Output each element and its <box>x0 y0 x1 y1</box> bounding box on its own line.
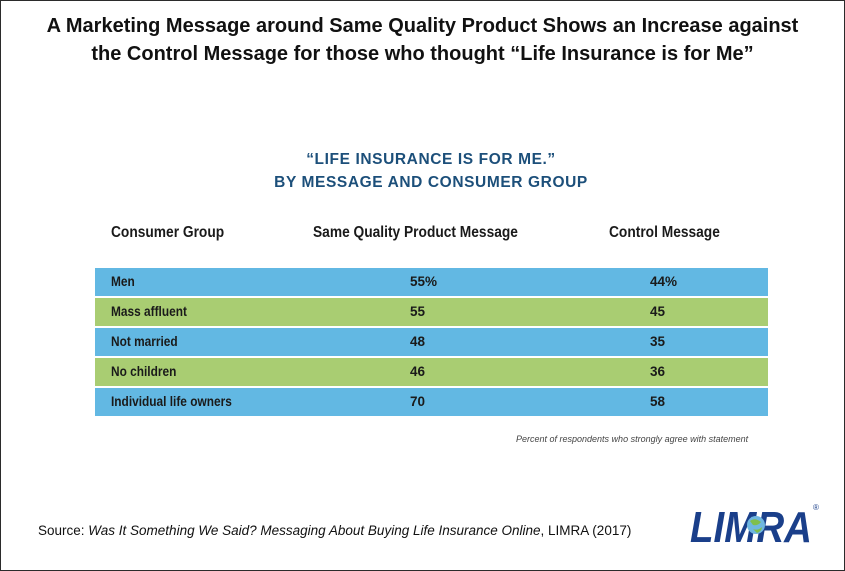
column-header-consumer-group: Consumer Group <box>111 224 225 241</box>
source-citation: Source: Was It Something We Said? Messag… <box>38 523 631 538</box>
column-header-same-quality: Same Quality Product Message <box>313 224 518 241</box>
table-body: Men 55% 44% Mass affluent 55 45 Not marr… <box>95 268 768 418</box>
row-label: Individual life owners <box>111 394 232 409</box>
same-quality-value: 55% <box>410 274 438 289</box>
table-row: Individual life owners 70 58 <box>95 388 768 416</box>
table-row: Not married 48 35 <box>95 328 768 356</box>
headline-line-1: A Marketing Message around Same Quality … <box>46 15 799 37</box>
same-quality-value: 55 <box>410 304 426 319</box>
row-label: Mass affluent <box>111 304 187 319</box>
control-value: 44% <box>650 274 678 289</box>
column-header-control: Control Message <box>609 224 720 241</box>
row-label: Men <box>111 274 135 289</box>
same-quality-value: 48 <box>410 334 426 349</box>
control-value: 35 <box>650 334 666 349</box>
globe-land-icon <box>750 519 762 533</box>
chart-title: “LIFE INSURANCE IS FOR ME.” BY MESSAGE A… <box>0 148 845 194</box>
control-value: 58 <box>650 394 666 409</box>
chart-title-line-1: “LIFE INSURANCE IS FOR ME.” <box>306 151 556 168</box>
limra-logo: LIMRA ® <box>690 503 819 546</box>
table-row: Mass affluent 55 45 <box>95 298 768 326</box>
headline-line-2: the Control Message for those who though… <box>91 43 754 65</box>
row-label: Not married <box>111 334 178 349</box>
source-suffix: , LIMRA (2017) <box>540 523 632 538</box>
chart-title-line-2: BY MESSAGE AND CONSUMER GROUP <box>274 174 588 191</box>
registered-mark: ® <box>813 503 819 512</box>
slide-headline: A Marketing Message around Same Quality … <box>0 12 845 68</box>
same-quality-value: 70 <box>410 394 426 409</box>
table-footnote: Percent of respondents who strongly agre… <box>516 434 749 444</box>
table-row: No children 46 36 <box>95 358 768 386</box>
table-row: Men 55% 44% <box>95 268 768 296</box>
same-quality-value: 46 <box>410 364 426 379</box>
control-value: 45 <box>650 304 666 319</box>
source-prefix: Source: <box>38 523 89 538</box>
control-value: 36 <box>650 364 666 379</box>
source-title: Was It Something We Said? Messaging Abou… <box>88 523 541 538</box>
row-label: No children <box>111 364 177 379</box>
